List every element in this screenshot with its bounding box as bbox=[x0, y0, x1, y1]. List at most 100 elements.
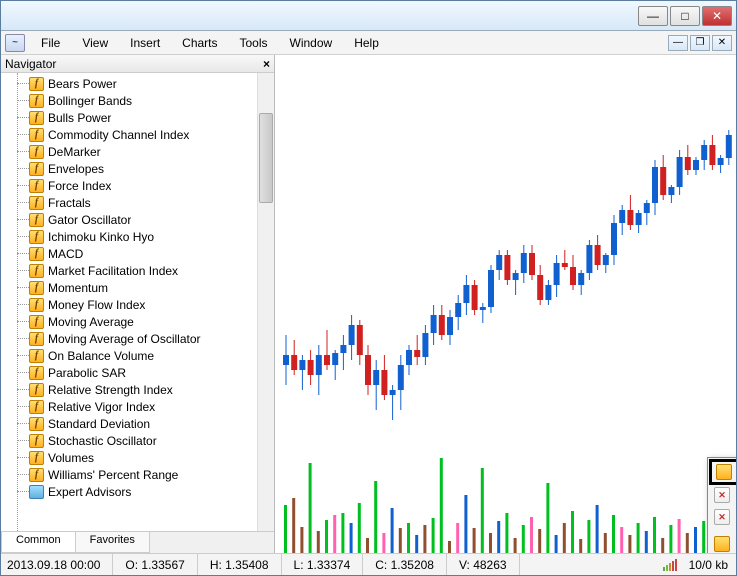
indicator-item[interactable]: Gator Oscillator bbox=[29, 211, 274, 228]
indicator-label: Gator Oscillator bbox=[48, 213, 131, 227]
indicator-item[interactable]: MACD bbox=[29, 245, 274, 262]
indicator-icon bbox=[29, 417, 44, 431]
menu-view[interactable]: View bbox=[72, 34, 118, 52]
chart-area[interactable]: Edit Indicator BW MFI properties...Delet… bbox=[275, 55, 736, 553]
indicator-label: Bulls Power bbox=[48, 111, 111, 125]
indicator-item[interactable]: Williams' Percent Range bbox=[29, 466, 274, 483]
indicator-label: Standard Deviation bbox=[48, 417, 150, 431]
gear-icon bbox=[716, 464, 732, 480]
indicator-label: Commodity Channel Index bbox=[48, 128, 189, 142]
indicator-label: Relative Vigor Index bbox=[48, 400, 155, 414]
client-area: Navigator × Bears PowerBollinger BandsBu… bbox=[1, 55, 736, 553]
tab-common[interactable]: Common bbox=[1, 532, 76, 553]
indicator-item[interactable]: Moving Average bbox=[29, 313, 274, 330]
navigator-tabs: Common Favorites bbox=[1, 531, 274, 553]
navigator-close-button[interactable]: × bbox=[263, 57, 270, 71]
menu-window[interactable]: Window bbox=[280, 34, 343, 52]
navigator-scrollbar[interactable] bbox=[257, 73, 274, 531]
titlebar: — □ ✕ bbox=[1, 1, 736, 31]
indicator-item[interactable]: Money Flow Index bbox=[29, 296, 274, 313]
indicator-item[interactable]: Relative Vigor Index bbox=[29, 398, 274, 415]
indicator-label: Momentum bbox=[48, 281, 108, 295]
indicator-label: On Balance Volume bbox=[48, 349, 154, 363]
window-minimize-button[interactable]: — bbox=[638, 6, 668, 26]
indicator-item[interactable]: DeMarker bbox=[29, 143, 274, 160]
context-menu-item[interactable]: Delete Indicator Window bbox=[710, 506, 736, 528]
context-menu-item[interactable]: BW MFI properties... bbox=[709, 459, 736, 485]
del-icon bbox=[714, 487, 730, 503]
indicator-icon bbox=[29, 332, 44, 346]
indicator-item[interactable]: Standard Deviation bbox=[29, 415, 274, 432]
indicator-item[interactable]: Envelopes bbox=[29, 160, 274, 177]
navigator-tree[interactable]: Bears Power Bollinger Bands Bulls Power Com… bbox=[1, 73, 274, 531]
mdi-close-button[interactable]: ✕ bbox=[712, 35, 732, 51]
tab-favorites[interactable]: Favorites bbox=[75, 532, 150, 553]
navigator-scrollbar-thumb[interactable] bbox=[259, 113, 273, 203]
statusbar: 2013.09.18 00:00 O: 1.33567 H: 1.35408 L… bbox=[1, 553, 736, 575]
indicator-item[interactable]: Moving Average of Oscillator bbox=[29, 330, 274, 347]
indicator-icon bbox=[29, 162, 44, 176]
indicator-icon bbox=[29, 349, 44, 363]
context-menu: BW MFI properties...Delete IndicatorDele… bbox=[707, 457, 736, 553]
mdi-minimize-button[interactable]: — bbox=[668, 35, 688, 51]
connection-bars-icon bbox=[663, 559, 677, 571]
menu-charts[interactable]: Charts bbox=[172, 34, 227, 52]
expert-advisors-item[interactable]: Expert Advisors bbox=[29, 483, 274, 500]
indicator-icon bbox=[29, 230, 44, 244]
indicator-icon bbox=[29, 213, 44, 227]
indicator-label: Bears Power bbox=[48, 77, 117, 91]
indicator-item[interactable]: Relative Strength Index bbox=[29, 381, 274, 398]
status-date: 2013.09.18 00:00 bbox=[1, 554, 113, 575]
indicator-icon bbox=[29, 400, 44, 414]
indicator-icon bbox=[29, 281, 44, 295]
indicator-item[interactable]: Parabolic SAR bbox=[29, 364, 274, 381]
indicator-item[interactable]: Stochastic Oscillator bbox=[29, 432, 274, 449]
indicator-label: Bollinger Bands bbox=[48, 94, 132, 108]
indicator-label: Ichimoku Kinko Hyo bbox=[48, 230, 154, 244]
indicator-item[interactable]: Ichimoku Kinko Hyo bbox=[29, 228, 274, 245]
indicator-item[interactable]: Fractals bbox=[29, 194, 274, 211]
status-high: H: 1.35408 bbox=[198, 554, 282, 575]
indicator-item[interactable]: On Balance Volume bbox=[29, 347, 274, 364]
indicator-label: Force Index bbox=[48, 179, 111, 193]
menubar: ~ FileViewInsertChartsToolsWindowHelp — … bbox=[1, 31, 736, 55]
indicator-icon bbox=[29, 128, 44, 142]
indicator-icon bbox=[29, 196, 44, 210]
indicator-label: Stochastic Oscillator bbox=[48, 434, 157, 448]
indicator-item[interactable]: Bears Power bbox=[29, 75, 274, 92]
mdi-restore-button[interactable]: ❐ bbox=[690, 35, 710, 51]
indicator-label: Williams' Percent Range bbox=[48, 468, 178, 482]
navigator-panel: Navigator × Bears PowerBollinger BandsBu… bbox=[1, 55, 275, 553]
indicator-item[interactable]: Bulls Power bbox=[29, 109, 274, 126]
indicator-icon bbox=[29, 451, 44, 465]
window-maximize-button[interactable]: □ bbox=[670, 6, 700, 26]
menu-insert[interactable]: Insert bbox=[120, 34, 170, 52]
del-icon bbox=[714, 509, 730, 525]
indicator-item[interactable]: Volumes bbox=[29, 449, 274, 466]
indicator-item[interactable]: Commodity Channel Index bbox=[29, 126, 274, 143]
indicator-icon bbox=[29, 264, 44, 278]
indicator-label: Volumes bbox=[48, 451, 94, 465]
menu-tools[interactable]: Tools bbox=[230, 34, 278, 52]
indicator-icon bbox=[29, 315, 44, 329]
indicator-item[interactable]: Force Index bbox=[29, 177, 274, 194]
menu-file[interactable]: File bbox=[31, 34, 70, 52]
indicator-label: Moving Average of Oscillator bbox=[48, 332, 201, 346]
indicator-label: Envelopes bbox=[48, 162, 104, 176]
indicator-icon bbox=[29, 111, 44, 125]
status-low: L: 1.33374 bbox=[282, 554, 364, 575]
indicator-icon bbox=[29, 434, 44, 448]
context-menu-item[interactable]: Indicators ListCtrl+I bbox=[710, 533, 736, 553]
indicator-icon bbox=[29, 179, 44, 193]
indicator-label: Money Flow Index bbox=[48, 298, 145, 312]
indicator-label: Market Facilitation Index bbox=[48, 264, 178, 278]
menu-help[interactable]: Help bbox=[344, 34, 389, 52]
indicator-item[interactable]: Momentum bbox=[29, 279, 274, 296]
mfi-indicator bbox=[275, 443, 736, 553]
indicator-item[interactable]: Bollinger Bands bbox=[29, 92, 274, 109]
status-kb: 10/0 kb bbox=[689, 558, 728, 572]
indicator-item[interactable]: Market Facilitation Index bbox=[29, 262, 274, 279]
context-menu-item[interactable]: Delete Indicator bbox=[710, 484, 736, 506]
indicator-icon bbox=[29, 94, 44, 108]
window-close-button[interactable]: ✕ bbox=[702, 6, 732, 26]
